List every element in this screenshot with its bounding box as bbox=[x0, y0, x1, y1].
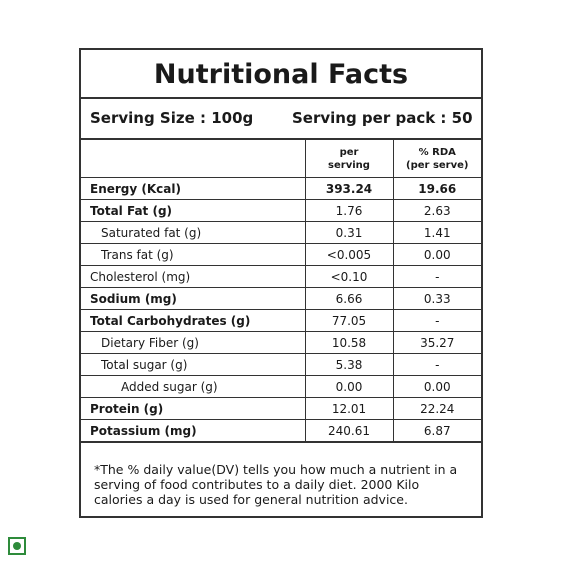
table-row: Energy (Kcal) 393.24 19.66 bbox=[81, 177, 481, 200]
nutrient-name: Sodium (mg) bbox=[81, 287, 305, 310]
rda-value: 19.66 bbox=[392, 177, 481, 200]
per-serving-value: <0.005 bbox=[304, 243, 393, 266]
nutrient-name: Dietary Fiber (g) bbox=[81, 331, 305, 354]
serving-info: Serving Size : 100g Serving per pack : 5… bbox=[81, 99, 481, 140]
table-row: Saturated fat (g) 0.31 1.41 bbox=[81, 221, 481, 244]
rda-value: 22.24 bbox=[392, 397, 481, 420]
per-serving-value: 6.66 bbox=[304, 287, 393, 310]
rda-value: 0.00 bbox=[392, 375, 481, 398]
table-row: Potassium (mg) 240.61 6.87 bbox=[81, 419, 481, 443]
table-row: Total sugar (g) 5.38 - bbox=[81, 353, 481, 376]
per-serving-value: 5.38 bbox=[304, 353, 393, 376]
rda-value: - bbox=[392, 353, 481, 376]
per-serving-value: 10.58 bbox=[304, 331, 393, 354]
nutrient-name: Total Carbohydrates (g) bbox=[81, 309, 305, 332]
table-row: Total Carbohydrates (g) 77.05 - bbox=[81, 309, 481, 332]
table-row: Sodium (mg) 6.66 0.33 bbox=[81, 287, 481, 310]
per-serving-value: 0.31 bbox=[304, 221, 393, 244]
table-row: Added sugar (g) 0.00 0.00 bbox=[81, 375, 481, 398]
label-title: Nutritional Facts bbox=[81, 50, 481, 99]
per-serving-value: 393.24 bbox=[304, 177, 393, 200]
table-row: Protein (g) 12.01 22.24 bbox=[81, 397, 481, 420]
veg-mark-icon bbox=[8, 537, 26, 555]
rda-value: 2.63 bbox=[392, 199, 481, 222]
nutrient-name: Added sugar (g) bbox=[81, 375, 305, 398]
header-per-serving: per serving bbox=[304, 140, 393, 178]
table-row: Cholesterol (mg) <0.10 - bbox=[81, 265, 481, 288]
rda-value: 0.33 bbox=[392, 287, 481, 310]
table-row: Trans fat (g) <0.005 0.00 bbox=[81, 243, 481, 266]
rda-value: - bbox=[392, 265, 481, 288]
per-serving-value: 1.76 bbox=[304, 199, 393, 222]
header-rda: % RDA (per serve) bbox=[392, 140, 481, 178]
header-nutrient bbox=[81, 140, 305, 178]
nutrient-name: Potassium (mg) bbox=[81, 419, 305, 443]
table-row: Dietary Fiber (g) 10.58 35.27 bbox=[81, 331, 481, 354]
nutrient-name: Total sugar (g) bbox=[81, 353, 305, 376]
nutrient-name: Saturated fat (g) bbox=[81, 221, 305, 244]
footnote: *The % daily value(DV) tells you how muc… bbox=[94, 462, 458, 507]
per-serving-value: <0.10 bbox=[304, 265, 393, 288]
nutrient-name: Total Fat (g) bbox=[81, 199, 305, 222]
rda-value: 6.87 bbox=[392, 419, 481, 443]
table-header-row: per serving % RDA (per serve) bbox=[81, 140, 481, 178]
rda-value: - bbox=[392, 309, 481, 332]
serving-size: Serving Size : 100g bbox=[90, 109, 254, 127]
nutrient-name: Energy (Kcal) bbox=[81, 177, 305, 200]
servings-per-pack: Serving per pack : 50 bbox=[292, 109, 473, 127]
rda-value: 0.00 bbox=[392, 243, 481, 266]
nutrition-facts-label: Nutritional Facts Serving Size : 100g Se… bbox=[79, 48, 483, 518]
veg-mark-dot bbox=[13, 542, 21, 550]
table-row: Total Fat (g) 1.76 2.63 bbox=[81, 199, 481, 222]
per-serving-value: 12.01 bbox=[304, 397, 393, 420]
rda-value: 1.41 bbox=[392, 221, 481, 244]
per-serving-value: 240.61 bbox=[304, 419, 393, 443]
nutrient-name: Cholesterol (mg) bbox=[81, 265, 305, 288]
per-serving-value: 77.05 bbox=[304, 309, 393, 332]
nutrient-name: Protein (g) bbox=[81, 397, 305, 420]
nutrition-table: per serving % RDA (per serve) Energy (Kcal… bbox=[81, 140, 481, 443]
rda-value: 35.27 bbox=[392, 331, 481, 354]
nutrient-name: Trans fat (g) bbox=[81, 243, 305, 266]
per-serving-value: 0.00 bbox=[304, 375, 393, 398]
